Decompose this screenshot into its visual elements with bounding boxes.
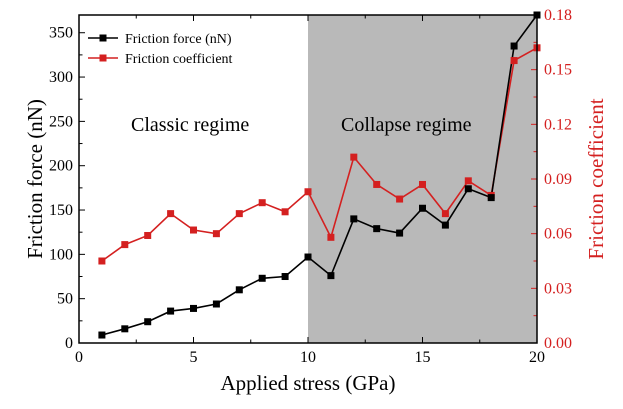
friction-force-point (235, 286, 243, 294)
friction-coefficient-point (327, 233, 335, 241)
y2-tick-label: 0.15 (544, 62, 572, 79)
friction-coefficient-point (281, 208, 289, 216)
y-tick-label: 350 (49, 25, 73, 42)
y2-tick-label: 0.03 (544, 280, 572, 297)
y-tick-label: 150 (49, 202, 73, 219)
friction-force-point (304, 253, 312, 261)
friction-coefficient-point (510, 57, 518, 65)
friction-force-point (258, 274, 266, 282)
y2-tick-label: 0.12 (544, 116, 572, 133)
friction-force-point (167, 307, 175, 315)
x-axis-title: Applied stress (GPa) (221, 371, 396, 395)
y-tick-label: 200 (49, 158, 73, 175)
y2-axis-title: Friction coefficient (584, 98, 608, 259)
friction-coefficient-point (350, 153, 358, 161)
friction-force-point (441, 221, 449, 229)
friction-force-point (464, 185, 472, 193)
legend-label-friction-force: Friction force (nN) (125, 32, 232, 47)
y2-tick-label: 0.00 (544, 335, 572, 352)
y-tick-label: 100 (49, 246, 73, 263)
friction-force-point (396, 229, 404, 237)
series-lines (101, 14, 538, 336)
friction-coefficient-point (419, 180, 426, 188)
collapse-regime-shading (308, 15, 537, 343)
friction-coefficient-point (121, 241, 129, 249)
friction-coefficient-point (167, 210, 175, 218)
friction-coefficient-point (144, 231, 152, 239)
friction-coefficient-point (396, 195, 404, 203)
y2-tick-label: 0.18 (544, 7, 572, 24)
x-tick-label: 15 (415, 349, 431, 366)
friction-coefficient-point (441, 210, 449, 218)
legend: Friction force (nN) Friction coefficient (88, 32, 233, 67)
friction-coefficient-point (373, 180, 381, 188)
friction-coefficient-point (235, 210, 243, 218)
classic-regime-label: Classic regime (131, 114, 249, 136)
friction-coefficient-point (258, 199, 266, 207)
y-tick-label: 0 (65, 335, 73, 352)
friction-force-point (350, 215, 358, 223)
legend-label-friction-coefficient: Friction coefficient (125, 52, 233, 67)
y-tick-label: 250 (49, 113, 73, 130)
y-axis-title: Friction force (nN) (23, 99, 47, 259)
friction-force-line (101, 14, 538, 336)
y2-tick-label: 0.09 (544, 171, 572, 188)
friction-force-point (327, 272, 335, 280)
x-tick-label: 5 (190, 349, 198, 366)
friction-coefficient-line (101, 47, 538, 262)
y-tick-label: 300 (49, 69, 73, 86)
friction-force-point (487, 194, 495, 202)
x-tick-label: 20 (529, 349, 545, 366)
y2-tick-label: 0.06 (544, 226, 572, 243)
friction-force-point (419, 204, 426, 212)
collapse-regime-label: Collapse regime (341, 114, 472, 136)
x-tick-label: 0 (75, 349, 83, 366)
friction-force-point (373, 225, 381, 233)
friction-force-point (212, 300, 220, 308)
friction-force-point (98, 331, 106, 339)
y-tick-label: 50 (57, 291, 73, 308)
friction-coefficient-point (212, 230, 220, 238)
x-tick-label: 10 (300, 349, 316, 366)
friction-force-point (281, 273, 289, 281)
tick-labels: 0 5 10 15 200501001502002503003500.000.030.0… (49, 7, 572, 366)
friction-coefficient-point (98, 257, 106, 265)
friction-coefficient-point (304, 188, 312, 196)
plot-frame (78, 14, 538, 344)
friction-coefficient-point (464, 177, 472, 185)
friction-force-point (144, 318, 152, 326)
friction-force-point (510, 42, 518, 50)
legend-swatch-marker-friction-force (99, 34, 107, 42)
friction-force-point (190, 304, 197, 312)
legend-swatch-marker-friction-coefficient (99, 54, 107, 62)
friction-coefficient-point (190, 226, 197, 234)
friction-force-point (121, 325, 129, 333)
